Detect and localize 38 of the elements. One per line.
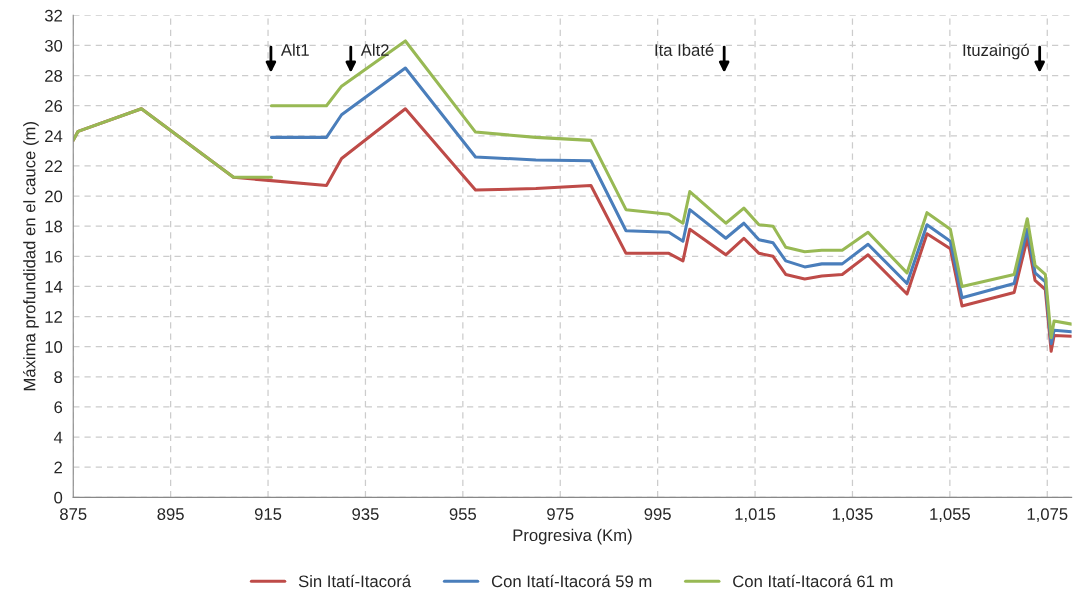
y-tick-label: 26: [45, 100, 63, 112]
y-tick-label: 30: [44, 39, 63, 52]
x-tick-label: 995: [644, 508, 671, 520]
x-tick-label: 1,035: [832, 508, 873, 522]
x-tick-label: 875: [60, 508, 87, 520]
x-tick-label: 895: [157, 508, 184, 520]
y-tick-label: 14: [45, 281, 63, 293]
x-tick-label: 1,075: [1027, 508, 1068, 522]
y-tick-label: 4: [53, 431, 63, 444]
line-series: [73, 107, 273, 179]
y-tick-label: 20: [45, 190, 63, 203]
legend-label: Sin Itatí-Itacorá: [298, 574, 412, 588]
x-axis-title: Progresiva (Km): [513, 528, 632, 545]
y-tick-label: 16: [45, 250, 63, 263]
y-tick-label: 0: [54, 491, 63, 504]
y-tick-label: 12: [45, 310, 62, 323]
annotation: Ita Ibaté: [655, 43, 714, 56]
y-tick-label: 8: [54, 371, 63, 384]
x-tick-label: 1,015: [735, 508, 776, 522]
x-tick-label: 975: [547, 508, 574, 520]
y-tick-label: 10: [45, 341, 63, 353]
x-tick-label: 935: [352, 508, 379, 520]
x-tick-label: 955: [449, 508, 477, 520]
y-tick-label: 18: [45, 220, 63, 233]
y-tick-label: 22: [45, 160, 62, 173]
y-tick-label: 28: [45, 70, 63, 82]
annotation: Alt2: [360, 43, 389, 56]
y-tick-label: 32: [44, 9, 62, 22]
legend-label: Con Itatí-Itacorá 61 m: [733, 574, 893, 588]
y-tick-label: 24: [45, 130, 63, 142]
y-tick-label: 2: [54, 461, 62, 474]
x-tick-label: 1,055: [930, 508, 971, 522]
y-axis-title: Máxima profundidad en el cauce (m): [23, 122, 39, 391]
y-tick-label: 6: [54, 401, 63, 414]
legend-label: Con Itatí-Itacorá 59 m: [491, 574, 652, 588]
x-tick-label: 915: [254, 508, 282, 520]
annotation: Alt1: [280, 43, 309, 56]
annotation: Ituzaingó: [963, 43, 1029, 60]
